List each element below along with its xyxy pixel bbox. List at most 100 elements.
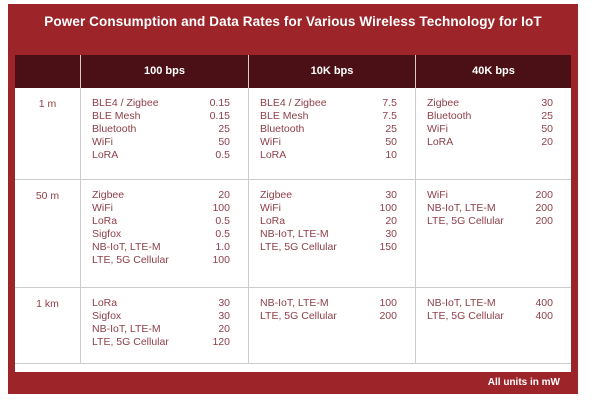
tech-entry: NB-IoT, LTE-M 1.0 xyxy=(92,241,230,254)
tech-value: 0.5 xyxy=(215,149,230,161)
tech-name: WiFi xyxy=(92,202,113,214)
tech-value: 0.5 xyxy=(215,215,230,227)
tech-value: 20 xyxy=(218,189,230,201)
tech-name: LTE, 5G Cellular xyxy=(427,310,504,322)
tech-name: NB-IoT, LTE-M xyxy=(92,323,161,335)
data-cell: BLE4 / Zigbee 0.15 BLE Mesh 0.15 Bluetooth 25… xyxy=(80,88,248,179)
tech-name: LoRA xyxy=(92,149,119,161)
tech-entry: Sigfox 30 xyxy=(92,310,230,323)
tech-entry: LoRa 0.5 xyxy=(92,215,230,228)
tech-name: Bluetooth xyxy=(92,123,137,135)
tech-name: BLE Mesh xyxy=(92,110,141,122)
tech-value: 30 xyxy=(385,228,397,240)
tech-name: Sigfox xyxy=(92,310,122,322)
tech-name: NB-IoT, LTE-M xyxy=(427,297,496,309)
tech-entry: WiFi 100 xyxy=(260,202,397,215)
tech-value: 25 xyxy=(541,110,553,122)
tech-value: 0.5 xyxy=(215,228,230,240)
tech-entry: LoRa 20 xyxy=(260,215,397,228)
tech-entry: LTE, 5G Cellular 200 xyxy=(260,310,397,323)
tech-entry: LoRA 20 xyxy=(427,136,553,149)
tech-name: LoRa xyxy=(92,297,118,309)
infographic-frame: Power Consumption and Data Rates for Var… xyxy=(8,4,578,394)
header-row: 100 bps 10K bps 40K bps xyxy=(15,55,571,88)
column-header: 40K bps xyxy=(415,55,571,88)
data-cell: NB-IoT, LTE-M 100 LTE, 5G Cellular 200 xyxy=(248,288,415,363)
tech-entry: LTE, 5G Cellular 120 xyxy=(92,336,230,349)
tech-entry: LoRA 10 xyxy=(260,149,397,162)
tech-name: LTE, 5G Cellular xyxy=(427,215,504,227)
tech-entry: WiFi 200 xyxy=(427,189,553,202)
tech-entry: NB-IoT, LTE-M 100 xyxy=(260,297,397,310)
tech-entry: NB-IoT, LTE-M 20 xyxy=(92,323,230,336)
column-header: 100 bps xyxy=(80,55,248,88)
tech-name: Zigbee xyxy=(260,189,293,201)
tech-entry: NB-IoT, LTE-M 400 xyxy=(427,297,553,310)
tech-value: 1.0 xyxy=(215,241,230,253)
tech-entry: LTE, 5G Cellular 200 xyxy=(427,215,553,228)
tech-entry: WiFi 50 xyxy=(260,136,397,149)
tech-name: NB-IoT, LTE-M xyxy=(260,228,329,240)
row-header-distance: 1 km xyxy=(36,298,59,310)
tech-entry: LTE, 5G Cellular 400 xyxy=(427,310,553,323)
tech-name: Zigbee xyxy=(92,189,125,201)
tech-name: WiFi xyxy=(260,136,281,148)
tech-entry: LoRA 0.5 xyxy=(92,149,230,162)
tech-entry: BLE4 / Zigbee 0.15 xyxy=(92,97,230,110)
tech-entry: NB-IoT, LTE-M 200 xyxy=(427,202,553,215)
tech-value: 30 xyxy=(541,97,553,109)
row-header-distance: 1 m xyxy=(38,98,57,110)
tech-value: 25 xyxy=(218,123,230,135)
data-cell: WiFi 200 NB-IoT, LTE-M 200 LTE, 5G Cellular 2… xyxy=(415,180,571,287)
tech-value: 20 xyxy=(541,136,553,148)
tech-name: WiFi xyxy=(92,136,113,148)
tech-value: 120 xyxy=(212,336,230,348)
tech-value: 100 xyxy=(212,202,230,214)
tech-value: 50 xyxy=(218,136,230,148)
tech-name: LoRA xyxy=(260,149,287,161)
tech-value: 200 xyxy=(535,189,553,201)
tech-name: LTE, 5G Cellular xyxy=(92,254,169,266)
tech-value: 150 xyxy=(379,241,397,253)
tech-name: Sigfox xyxy=(92,228,122,240)
tech-entry: BLE Mesh 0.15 xyxy=(92,110,230,123)
tech-entry: BLE4 / Zigbee 7.5 xyxy=(260,97,397,110)
data-cell: Zigbee 30 Bluetooth 25 WiFi 50 LoRA 20 xyxy=(415,88,571,179)
units-note: All units in mW xyxy=(487,377,560,388)
data-cell: BLE4 / Zigbee 7.5 BLE Mesh 7.5 Bluetooth 25 Wi… xyxy=(248,88,415,179)
tech-name: LoRa xyxy=(92,215,118,227)
tech-entry: BLE Mesh 7.5 xyxy=(260,110,397,123)
data-cell: Zigbee 30 WiFi 100 LoRa 20 NB-IoT, LTE-M 30 LTE,… xyxy=(248,180,415,287)
tech-value: 20 xyxy=(385,215,397,227)
column-header-spacer xyxy=(15,55,80,88)
tech-value: 200 xyxy=(535,215,553,227)
tech-name: NB-IoT, LTE-M xyxy=(92,241,161,253)
table-body: 1 m BLE4 / Zigbee 0.15 BLE Mesh 0.15 Bluetoot… xyxy=(15,88,571,364)
tech-entry: Zigbee 20 xyxy=(92,189,230,202)
tech-name: WiFi xyxy=(260,202,281,214)
tech-name: BLE Mesh xyxy=(260,110,309,122)
tech-name: BLE4 / Zigbee xyxy=(92,97,159,109)
tech-entry: WiFi 50 xyxy=(427,123,553,136)
table-row: 50 m Zigbee 20 WiFi 100 LoRa 0.5 Sigfox 0.5 NB-Io… xyxy=(15,180,571,288)
row-header-distance: 50 m xyxy=(35,190,60,202)
tech-entry: LoRa 30 xyxy=(92,297,230,310)
tech-name: LTE, 5G Cellular xyxy=(260,310,337,322)
tech-value: 400 xyxy=(535,310,553,322)
tech-value: 50 xyxy=(385,136,397,148)
tech-entry: Zigbee 30 xyxy=(260,189,397,202)
table-row: 1 km LoRa 30 Sigfox 30 NB-IoT, LTE-M 20 LTE, 5G… xyxy=(15,288,571,364)
tech-value: 20 xyxy=(218,323,230,335)
tech-value: 10 xyxy=(385,149,397,161)
tech-value: 0.15 xyxy=(209,97,230,109)
column-header: 10K bps xyxy=(248,55,415,88)
tech-value: 400 xyxy=(535,297,553,309)
tech-entry: Bluetooth 25 xyxy=(92,123,230,136)
tech-value: 100 xyxy=(379,297,397,309)
tech-name: WiFi xyxy=(427,123,448,135)
tech-name: Zigbee xyxy=(427,97,460,109)
tech-entry: WiFi 100 xyxy=(92,202,230,215)
tech-name: NB-IoT, LTE-M xyxy=(427,202,496,214)
tech-entry: Zigbee 30 xyxy=(427,97,553,110)
